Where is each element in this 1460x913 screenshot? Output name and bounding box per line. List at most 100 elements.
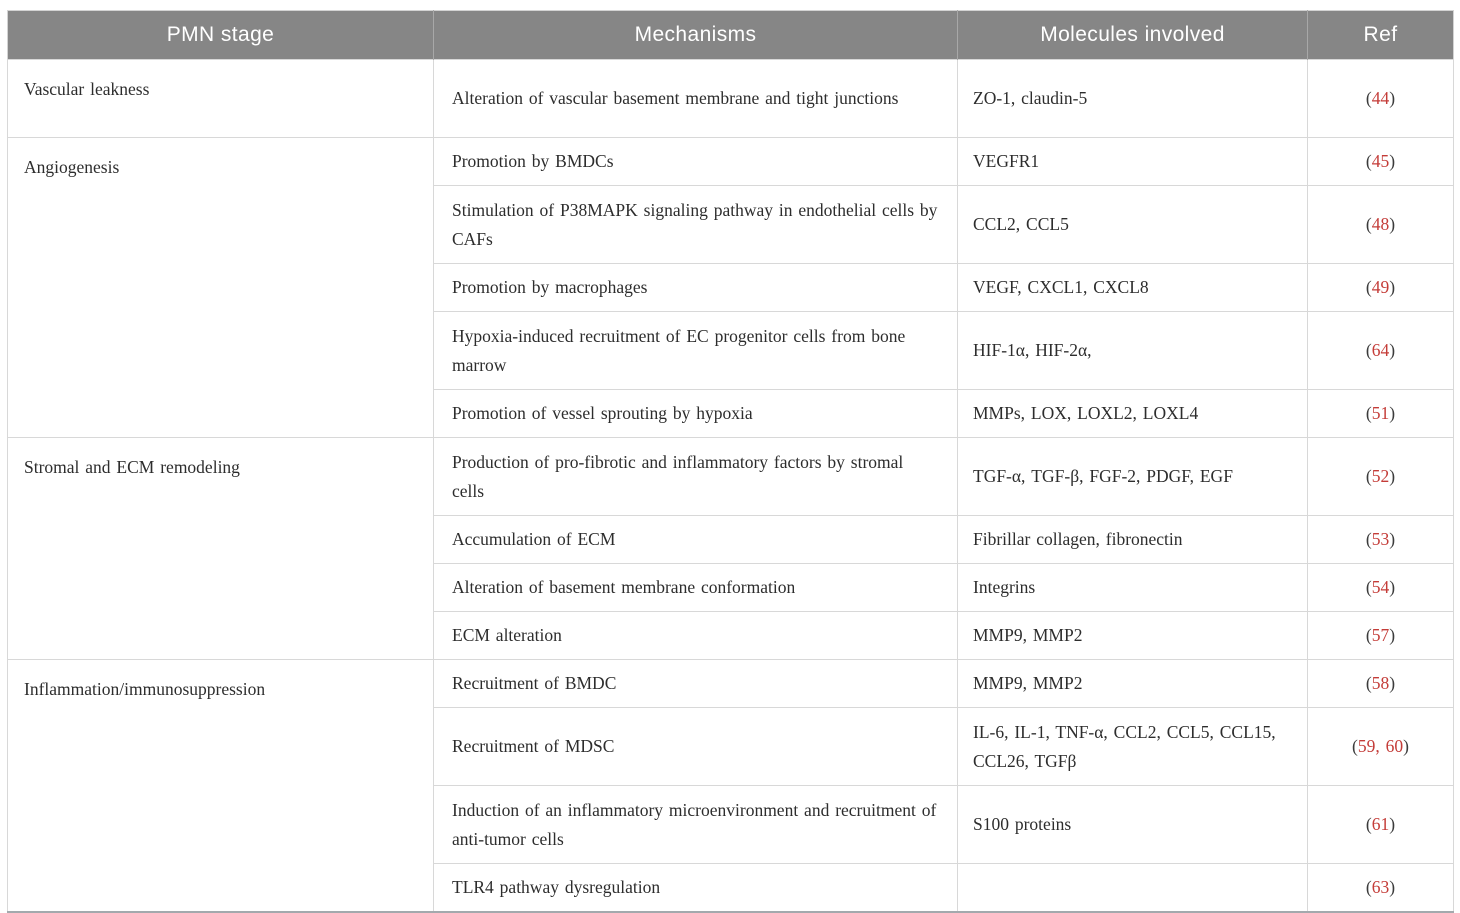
ref-paren-close: ) [1403, 736, 1409, 757]
col-header-molecules-involved: Molecules involved [957, 10, 1308, 60]
ref-paren-close: ) [1389, 625, 1396, 646]
ref-paren-open: ( [1365, 277, 1372, 298]
table-row: Recruitment of MDSC IL-6, IL-1, TNF-α, C… [8, 707, 1454, 786]
molecules-cell: S100 proteins [957, 785, 1308, 864]
ref-paren-close: ) [1389, 877, 1396, 898]
ref-cell: (44) [1307, 59, 1454, 138]
ref-link[interactable]: 48 [1371, 214, 1390, 235]
col-header-ref: Ref [1307, 10, 1454, 60]
ref-cell: (58) [1307, 659, 1454, 708]
ref-paren-open: ( [1365, 877, 1372, 898]
mechanism-cell: Production of pro-fibrotic and inflammat… [433, 437, 958, 516]
table-row: Promotion of vessel sprouting by hypoxia… [8, 389, 1454, 438]
molecules-cell: Integrins [957, 563, 1308, 612]
stage-cell-inflammation-immunosuppression: Inflammation/immunosuppression [7, 659, 434, 912]
mechanism-cell: Hypoxia-induced recruitment of EC progen… [433, 311, 958, 390]
table-row: Stimulation of P38MAPK signaling pathway… [8, 185, 1454, 264]
molecules-cell: MMP9, MMP2 [957, 659, 1308, 708]
ref-cell: (59, 60) [1307, 707, 1454, 786]
mechanism-cell: Induction of an inflammatory microenviro… [433, 785, 958, 864]
molecules-cell: CCL2, CCL5 [957, 185, 1308, 264]
table-row: Alteration of basement membrane conforma… [8, 563, 1454, 612]
ref-paren-open: ( [1365, 529, 1372, 550]
table-row: Vascular leakness Alteration of vascular… [7, 59, 1454, 138]
ref-link[interactable]: 45 [1371, 151, 1390, 172]
ref-paren-open: ( [1365, 88, 1372, 109]
table-row: ECM alteration MMP9, MMP2 (57) [8, 611, 1454, 660]
col-header-pmn-stage: PMN stage [7, 10, 434, 60]
table-row: Stromal and ECM remodeling Production of… [7, 437, 1454, 660]
ref-cell: (64) [1307, 311, 1454, 390]
ref-paren-close: ) [1389, 529, 1396, 550]
molecules-cell: MMP9, MMP2 [957, 611, 1308, 660]
pmn-stages-table-container: PMN stage Mechanisms Molecules involved … [7, 10, 1454, 913]
mechanism-cell: Promotion of vessel sprouting by hypoxia [433, 389, 958, 438]
molecules-cell: HIF-1α, HIF-2α, [957, 311, 1308, 390]
ref-cell: (54) [1307, 563, 1454, 612]
ref-cell: (53) [1307, 515, 1454, 564]
pmn-stages-table: PMN stage Mechanisms Molecules involved … [7, 10, 1454, 913]
ref-paren-open: ( [1365, 673, 1372, 694]
table-row: Angiogenesis Promotion by BMDCs VEGFR1 (… [7, 137, 1454, 438]
ref-paren-close: ) [1389, 577, 1396, 598]
stage-cell-angiogenesis: Angiogenesis [7, 137, 434, 438]
ref-paren-open: ( [1365, 466, 1372, 487]
mechanism-cell: Recruitment of BMDC [433, 659, 958, 708]
table-row: Hypoxia-induced recruitment of EC progen… [8, 311, 1454, 390]
mechanism-cell: Accumulation of ECM [433, 515, 958, 564]
mechanism-cell: Promotion by macrophages [433, 263, 958, 312]
ref-cell: (52) [1307, 437, 1454, 516]
ref-link[interactable]: 57 [1371, 625, 1390, 646]
molecules-cell: VEGF, CXCL1, CXCL8 [957, 263, 1308, 312]
ref-cell: (61) [1307, 785, 1454, 864]
molecules-cell: MMPs, LOX, LOXL2, LOXL4 [957, 389, 1308, 438]
ref-paren-open: ( [1352, 736, 1358, 757]
table-row: Induction of an inflammatory microenviro… [8, 785, 1454, 864]
mechanism-cell: TLR4 pathway dysregulation [433, 863, 958, 912]
ref-link[interactable]: 51 [1371, 403, 1390, 424]
mechanism-cell: ECM alteration [433, 611, 958, 660]
ref-cell: (48) [1307, 185, 1454, 264]
ref-link[interactable]: 59, 60 [1357, 736, 1404, 757]
col-header-mechanisms: Mechanisms [433, 10, 958, 60]
ref-cell: (45) [1307, 137, 1454, 186]
ref-link[interactable]: 64 [1371, 340, 1390, 361]
stage-cell-stromal-ecm-remodeling: Stromal and ECM remodeling [7, 437, 434, 660]
ref-link[interactable]: 54 [1371, 577, 1390, 598]
table-row: Inflammation/immunosuppression Recruitme… [7, 659, 1454, 912]
mechanism-cell: Alteration of basement membrane conforma… [433, 563, 958, 612]
ref-paren-close: ) [1389, 403, 1396, 424]
ref-paren-open: ( [1365, 814, 1372, 835]
mechanism-cell: Stimulation of P38MAPK signaling pathway… [433, 185, 958, 264]
ref-cell: (57) [1307, 611, 1454, 660]
ref-link[interactable]: 58 [1371, 673, 1390, 694]
ref-link[interactable]: 53 [1371, 529, 1390, 550]
ref-paren-close: ) [1389, 277, 1396, 298]
ref-link[interactable]: 61 [1371, 814, 1390, 835]
ref-paren-open: ( [1365, 577, 1372, 598]
header-row: PMN stage Mechanisms Molecules involved … [7, 10, 1454, 60]
ref-paren-close: ) [1389, 340, 1396, 361]
molecules-cell: VEGFR1 [957, 137, 1308, 186]
molecules-cell: TGF-α, TGF-β, FGF-2, PDGF, EGF [957, 437, 1308, 516]
ref-paren-close: ) [1389, 814, 1396, 835]
stage-cell-vascular-leakness: Vascular leakness [7, 59, 434, 138]
ref-paren-open: ( [1365, 340, 1372, 361]
molecules-cell: Fibrillar collagen, fibronectin [957, 515, 1308, 564]
ref-paren-close: ) [1389, 88, 1396, 109]
ref-cell: (51) [1307, 389, 1454, 438]
molecules-cell-empty [957, 863, 1308, 912]
ref-paren-open: ( [1365, 214, 1372, 235]
ref-link[interactable]: 63 [1371, 877, 1390, 898]
ref-cell: (49) [1307, 263, 1454, 312]
ref-link[interactable]: 44 [1371, 88, 1390, 109]
ref-paren-open: ( [1365, 403, 1372, 424]
ref-cell: (63) [1307, 863, 1454, 912]
mechanism-cell: Recruitment of MDSC [433, 707, 958, 786]
molecules-cell: ZO-1, claudin-5 [957, 59, 1308, 138]
ref-link[interactable]: 49 [1371, 277, 1390, 298]
table-row: Promotion by macrophages VEGF, CXCL1, CX… [8, 263, 1454, 312]
molecules-cell: IL-6, IL-1, TNF-α, CCL2, CCL5, CCL15, CC… [957, 707, 1308, 786]
ref-paren-open: ( [1365, 151, 1372, 172]
ref-link[interactable]: 52 [1371, 466, 1390, 487]
